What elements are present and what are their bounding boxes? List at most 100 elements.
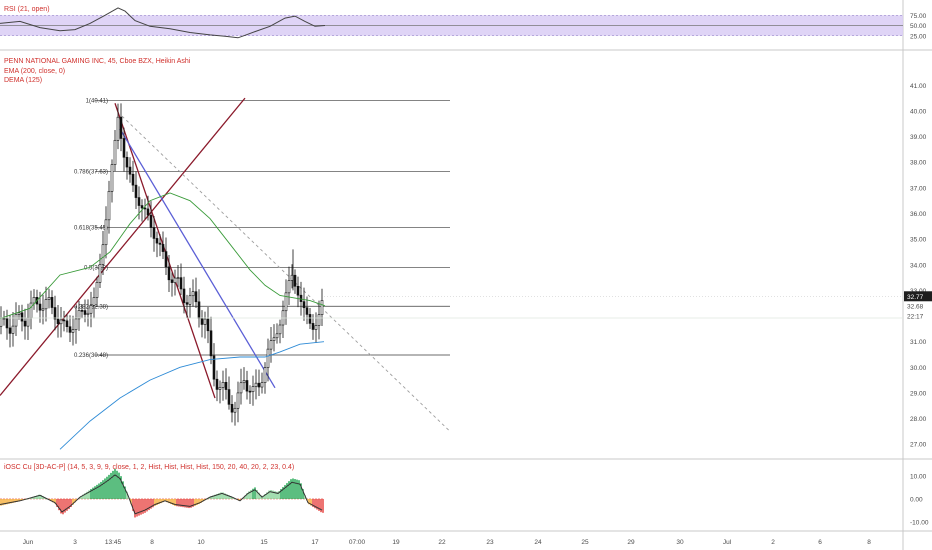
candle-body [161, 244, 165, 252]
oscillator-bar [74, 498, 76, 503]
cursor-price-label: 32.68 [907, 304, 924, 311]
oscillator-bar [292, 478, 294, 499]
oscillator-bar [226, 494, 228, 499]
candle-body [194, 291, 198, 303]
price-tick-label: 34.00 [910, 262, 927, 269]
oscillator-bar [80, 495, 82, 499]
candle-body [173, 277, 177, 283]
time-tick-label: 07:00 [349, 539, 366, 546]
candle-body [14, 314, 18, 327]
candle-body [287, 280, 291, 294]
candle-body [125, 156, 129, 168]
time-tick-label: 17 [311, 539, 319, 546]
candle-body [92, 297, 96, 306]
oscillator-bar [230, 496, 232, 499]
time-tick-label: 25 [581, 539, 589, 546]
oscillator-bar [94, 486, 96, 499]
oscillator-bar [84, 493, 86, 499]
oscillator-bar [168, 498, 170, 504]
candle-body [95, 282, 99, 298]
candle-body [77, 310, 81, 320]
candle-body [278, 324, 282, 335]
candle-body [251, 386, 255, 392]
oscillator-bar [40, 494, 42, 499]
trendline [119, 128, 276, 389]
last-price-label: 32.77 [907, 294, 924, 301]
oscillator-bar [56, 498, 58, 507]
trendline [114, 103, 216, 399]
oscillator-bar [0, 498, 2, 506]
time-tick-label: 6 [818, 539, 822, 546]
candle-body [272, 337, 276, 341]
oscillator-bars [0, 468, 324, 518]
candle-body [146, 208, 150, 216]
oscillator-bar [148, 498, 150, 511]
price-tick-label: 28.00 [910, 416, 927, 423]
oscillator-bar [96, 484, 98, 499]
candle-body [236, 392, 240, 409]
candle-body [197, 301, 201, 319]
time-tick-label: 24 [534, 539, 542, 546]
oscillator-bar [70, 498, 72, 508]
candle-body [305, 307, 309, 315]
oscillator-bar [108, 474, 110, 499]
oscillator-bar [218, 493, 220, 499]
candle-body [68, 326, 72, 333]
price-tick-label: 40.00 [910, 108, 927, 115]
oscillator-bar [34, 496, 36, 499]
oscillator-bar [210, 496, 212, 499]
price-yticks: 41.00 40.00 39.00 38.00 37.00 36.00 35.00 34.00… [910, 83, 927, 449]
rsi-tick-label: 25.00 [910, 33, 927, 40]
oscillator-bar [274, 491, 276, 499]
candle-body [248, 390, 252, 393]
oscillator-bar [158, 498, 160, 505]
oscillator-bar [276, 491, 278, 499]
candle-body [53, 307, 57, 320]
fib-level-label: 0.786(37.63) [74, 170, 108, 176]
oscillator-bar [176, 498, 178, 507]
oscillator-bar [52, 498, 54, 503]
oscillator-bar [286, 483, 288, 499]
candle-body [296, 285, 300, 296]
candle-body [242, 380, 246, 384]
oscillator-bar [246, 493, 248, 499]
oscillator-bar [192, 498, 194, 507]
candle-body [140, 205, 144, 209]
price-tick-label: 27.00 [910, 442, 927, 449]
candle-body [176, 277, 180, 279]
candle-body [20, 312, 24, 322]
candle-body [209, 330, 213, 357]
oscillator-bar [214, 494, 216, 499]
candle-body [224, 381, 228, 390]
oscillator-bar [196, 498, 198, 505]
fib-level-label: 0.236(30.48) [74, 353, 108, 359]
oscillator-bar [184, 498, 186, 508]
candle-body [29, 302, 33, 319]
oscillator-bar [144, 498, 146, 513]
candle-body [32, 297, 36, 304]
oscillator-bar [278, 491, 280, 499]
oscillator-bar [154, 498, 156, 506]
oscillator-bar [260, 495, 262, 499]
oscillator-tick-label: -10.00 [910, 520, 929, 527]
oscillator-bar [298, 480, 300, 499]
oscillator-bar [20, 498, 22, 501]
oscillator-bar [288, 481, 290, 499]
oscillator-bar [138, 498, 140, 516]
candle-body [218, 387, 222, 390]
oscillator-bar [32, 496, 34, 499]
oscillator-bar [308, 498, 310, 505]
price-tick-label: 39.00 [910, 134, 927, 141]
time-tick-label: 22 [438, 539, 446, 546]
oscillator-bar [62, 498, 64, 515]
oscillator-bar [266, 492, 268, 499]
oscillator-bar [300, 483, 302, 499]
candle-body [101, 244, 105, 265]
candle-body [185, 302, 189, 305]
oscillator-bar [146, 498, 148, 512]
dema-125-line [59, 341, 325, 450]
fib-level-label: 1(40.41) [86, 98, 108, 104]
candle-body [266, 348, 270, 368]
oscillator-bar [220, 492, 222, 499]
candle-body [179, 277, 183, 290]
